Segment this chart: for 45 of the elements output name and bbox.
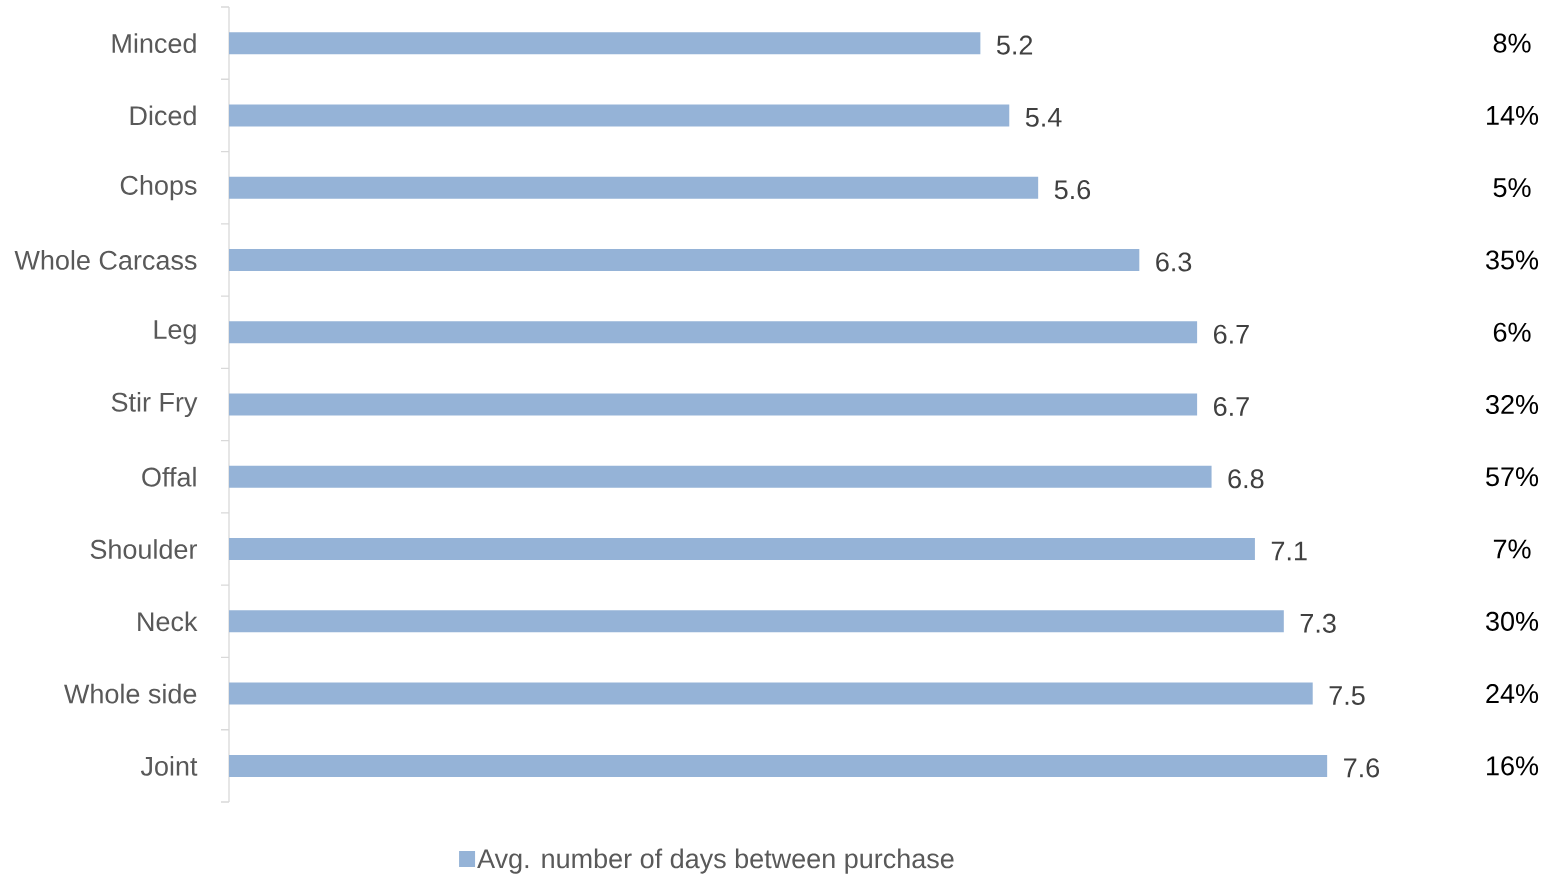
bar [229,538,1255,561]
data-label: 6.8 [1228,469,1264,489]
text: 14% [1487,105,1539,125]
y-tick-label: Stir Fry [111,391,198,418]
text: 16% [1487,756,1539,776]
data-label: 6.3 [1156,252,1192,272]
text: 24% [1486,684,1539,704]
y-tick-label: Offal [142,466,196,487]
data-label: 6.7 [1214,324,1249,344]
data-label: 5.4 [1025,107,1062,127]
text: 8% [1493,33,1531,53]
bar [229,465,1212,488]
bar [229,610,1284,633]
bar [229,176,1039,199]
data-label: 6.7 [1214,396,1249,417]
bar [229,32,981,55]
text: 6% [1493,322,1531,342]
text: 7% [1493,539,1531,559]
bar [229,321,1198,344]
bar [229,682,1313,705]
data-label: 7.5 [1329,686,1365,706]
y-tick-label: Whole side [64,683,197,704]
text: 30% [1486,611,1539,631]
text: 5% [1493,178,1531,198]
y-tick-label: Shoulder [90,539,198,559]
y-tick-label: Minced [112,33,196,54]
text: 32% [1486,394,1539,415]
y-tick-label: Diced [130,105,196,126]
y-tick-label: Leg [154,320,196,345]
legend-label: Avg. number of days between purchase [477,848,954,874]
bar [229,248,1140,271]
data-label: 5.6 [1054,180,1091,200]
y-tick-label: Joint [140,755,198,776]
data-label: 7.1 [1271,541,1307,561]
data-label: 7.3 [1300,613,1336,633]
text: 35% [1486,250,1539,270]
text: 57% [1486,467,1539,487]
y-tick-label: Chops [120,175,197,201]
y-tick-label: Neck [138,611,198,632]
bar [229,104,1010,127]
y-tick-label: Whole Carcass [14,250,197,270]
bar [229,754,1328,777]
bar [229,393,1198,416]
data-label: 7.6 [1344,758,1380,778]
data-label: 5.2 [996,35,1033,55]
